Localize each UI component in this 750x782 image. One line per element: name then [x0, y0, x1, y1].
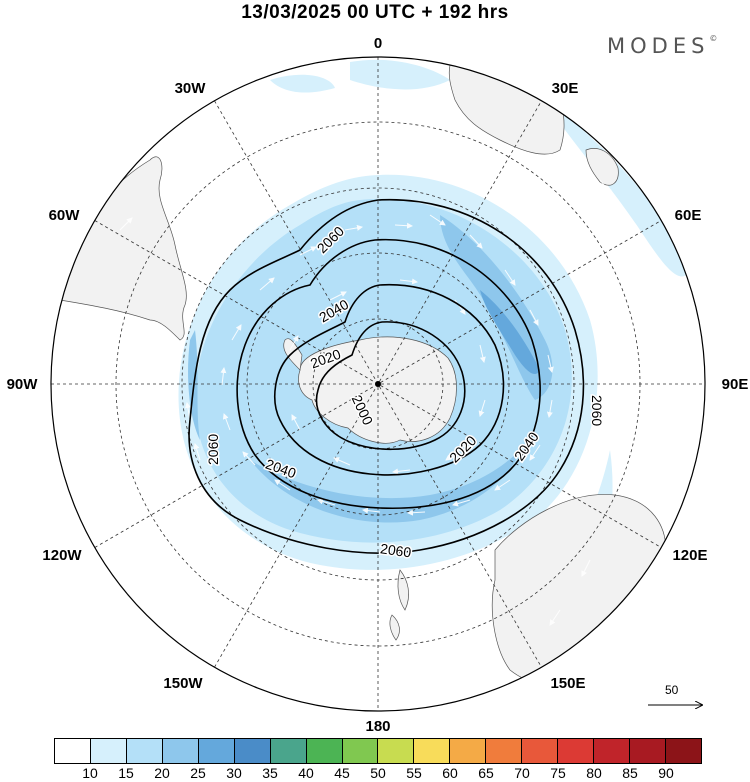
colorbar-tick-label: 85 — [622, 765, 638, 781]
colorbar-swatch — [198, 739, 235, 763]
new-zealand-north — [389, 614, 400, 641]
colorbar-tick-label: 60 — [442, 765, 458, 781]
height-contours — [188, 198, 585, 554]
madagascar — [585, 148, 619, 186]
colorbar-tick-label: 75 — [550, 765, 566, 781]
antarctic-peninsula — [283, 338, 303, 371]
colorbar-swatch — [522, 739, 559, 763]
contour-2060 — [188, 198, 585, 554]
lon-label: 30E — [552, 80, 579, 97]
polar-map: 2060 2040 2020 2000 2020 2040 2060 2060 … — [7, 35, 749, 735]
contour-label: 2060 — [589, 395, 605, 426]
colorbar-tick-label: 50 — [370, 765, 386, 781]
lon-label: 120W — [42, 547, 82, 564]
colorbar-swatch — [378, 739, 415, 763]
lon-label: 120E — [672, 547, 707, 564]
colorbar-tick-label: 40 — [298, 765, 314, 781]
lon-label: 60W — [49, 207, 81, 224]
contour-label: 2060 — [379, 540, 412, 560]
south-pole-marker — [375, 381, 381, 387]
colorbar-swatch — [55, 739, 91, 763]
colorbar-swatch — [234, 739, 271, 763]
colorbar — [54, 738, 702, 764]
map-title: 13/03/2025 00 UTC + 192 hrs — [241, 2, 509, 23]
contour-2040 — [236, 238, 541, 510]
colorbar-swatch — [90, 739, 127, 763]
lon-label: 180 — [365, 718, 390, 735]
contour-label: 2060 — [205, 434, 221, 465]
colorbar-swatch — [630, 739, 666, 763]
colorbar-tick-label: 90 — [658, 765, 674, 781]
colorbar-tick-label: 20 — [154, 765, 170, 781]
contour-2000 — [315, 321, 466, 451]
colorbar-tick-label: 10 — [82, 765, 98, 781]
colorbar-tick-label: 45 — [334, 765, 350, 781]
colorbar-swatch — [594, 739, 630, 763]
colorbar-tick-label: 15 — [118, 765, 134, 781]
colorbar-tick-label: 80 — [586, 765, 602, 781]
colorbar-tick-label: 30 — [226, 765, 242, 781]
map-boundary — [50, 56, 706, 712]
colorbar-swatch — [162, 739, 199, 763]
lon-label: 0 — [374, 35, 382, 52]
colorbar-swatch — [414, 739, 451, 763]
colorbar-tick-label: 65 — [478, 765, 494, 781]
colorbar-swatch — [558, 739, 595, 763]
colorbar-swatch — [270, 739, 307, 763]
contour-2020 — [274, 283, 505, 476]
lon-label: 30W — [175, 80, 207, 97]
colorbar-swatch — [126, 739, 163, 763]
lon-label: 90E — [722, 376, 749, 393]
colorbar-labels: 10 15 20 25 30 35 40 45 50 55 60 65 70 75 80 85 90 — [54, 765, 702, 781]
africa — [448, 59, 565, 155]
colorbar-tick-label: 25 — [190, 765, 206, 781]
colorbar-tick-label: 55 — [406, 765, 422, 781]
wind-vectors — [119, 179, 649, 626]
colorbar-swatch — [665, 739, 701, 763]
colorbar-swatch — [306, 739, 343, 763]
new-zealand-south — [397, 569, 409, 611]
lon-label: 150E — [550, 675, 585, 692]
colorbar-tick-label: 35 — [262, 765, 278, 781]
south-america — [59, 156, 187, 341]
colorbar-tick-label: 70 — [514, 765, 530, 781]
colorbar-swatch — [486, 739, 523, 763]
brand-logo: MODES© — [607, 34, 718, 58]
lon-label: 60E — [675, 207, 702, 224]
colorbar-swatch — [450, 739, 487, 763]
lon-label: 90W — [7, 376, 39, 393]
reference-vector-label: 50 — [665, 683, 679, 697]
lon-label: 150W — [163, 675, 203, 692]
colorbar-swatch — [342, 739, 379, 763]
longitude-labels: 0 30E 60E 90E 120E 150E 180 150W 120W 90… — [7, 35, 749, 735]
